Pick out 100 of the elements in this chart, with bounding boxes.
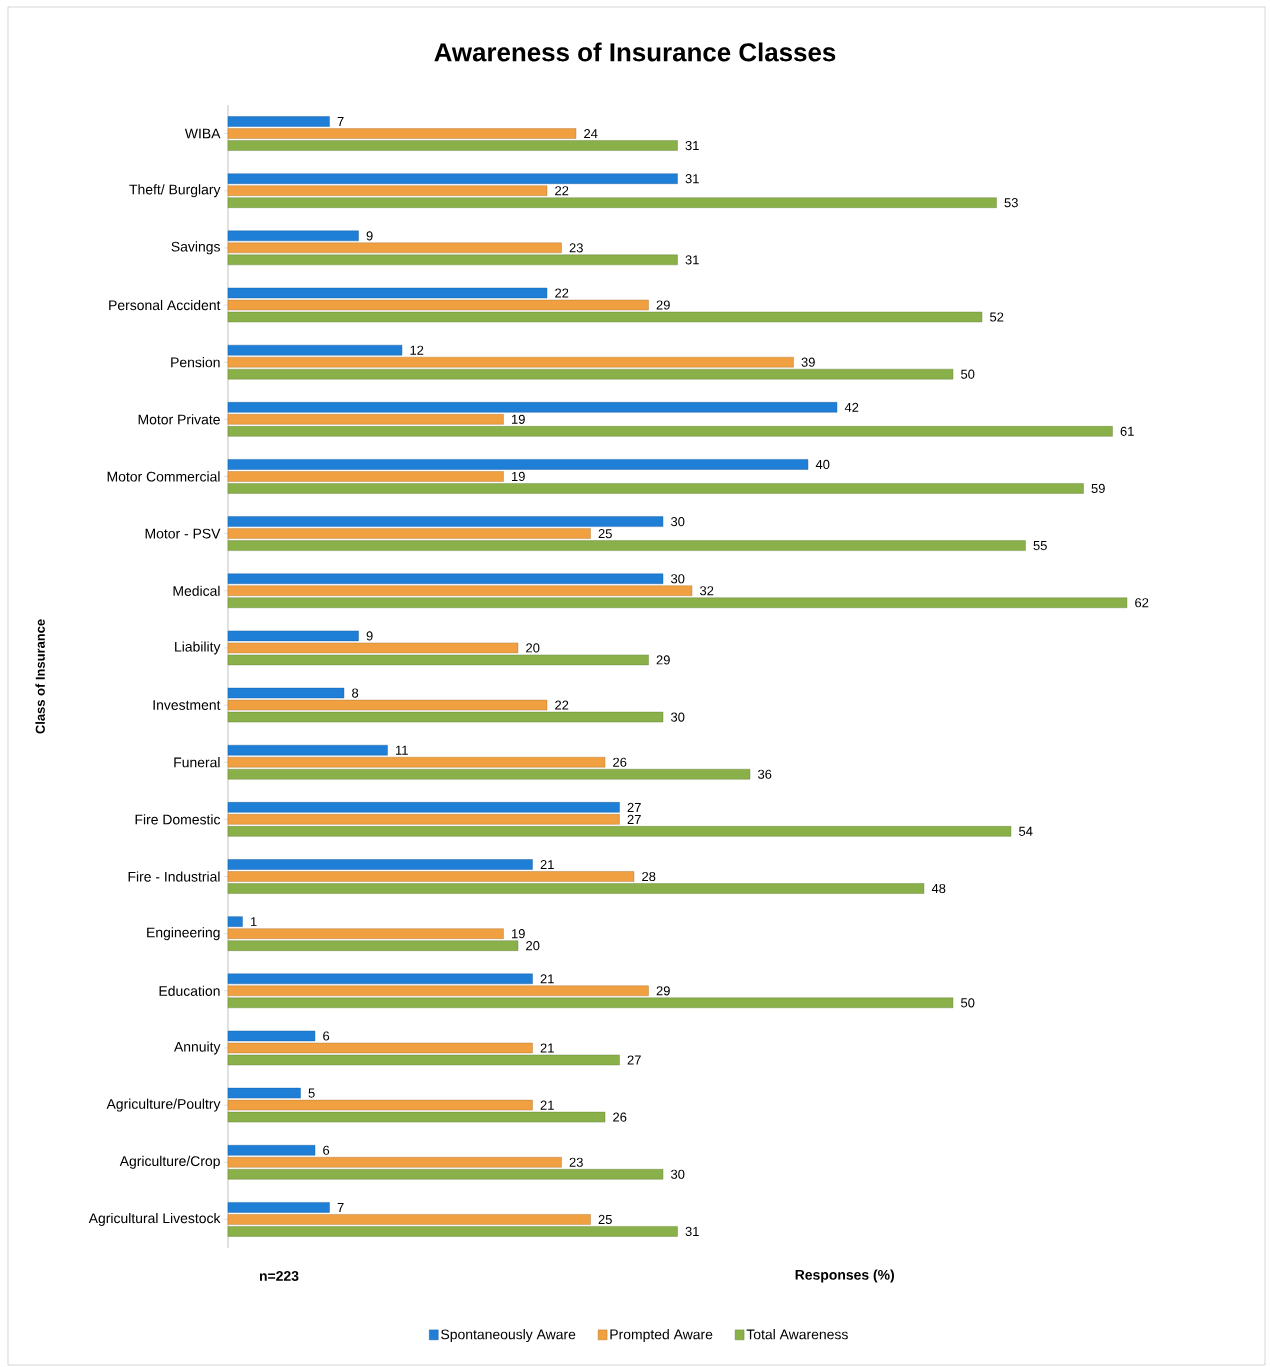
data-label: 28	[642, 871, 656, 882]
bar	[227, 1030, 316, 1042]
bar	[227, 916, 243, 927]
y-tick-label: Pension	[171, 357, 220, 368]
chart-title: Awareness of Insurance Classes	[434, 42, 836, 62]
data-label: 30	[671, 1169, 685, 1179]
bar	[227, 311, 983, 323]
y-tick-label: Personal Accident	[109, 299, 221, 311]
bar	[227, 116, 330, 127]
data-label: 29	[656, 655, 670, 665]
y-tick-label: Annuity	[173, 1041, 221, 1055]
bar	[227, 757, 606, 768]
bar	[227, 483, 1084, 494]
bar	[227, 997, 954, 1009]
y-tick-label: Theft/ Burglary	[129, 184, 221, 198]
data-label: 27	[627, 814, 641, 824]
bar	[227, 356, 794, 368]
y-tick-label: WIBA	[184, 128, 221, 139]
bar	[227, 654, 649, 666]
data-label: 20	[526, 941, 540, 951]
data-label: 27	[627, 802, 641, 812]
data-label: 5	[308, 1088, 315, 1098]
y-tick-label: Education	[159, 985, 220, 996]
bar	[227, 745, 388, 756]
bar	[227, 573, 664, 584]
bar	[227, 826, 1012, 837]
data-label: 20	[526, 643, 540, 653]
data-label: 22	[555, 288, 569, 298]
bar	[227, 1169, 664, 1180]
data-label: 27	[627, 1055, 641, 1065]
bar	[227, 711, 664, 723]
legend-label: Spontaneously Aware	[441, 1329, 576, 1343]
bar	[227, 630, 359, 642]
bar	[227, 516, 664, 527]
bar	[227, 1214, 591, 1225]
data-label: 22	[555, 186, 569, 196]
data-label: 48	[931, 883, 946, 894]
data-label: 21	[540, 859, 554, 870]
bar	[227, 1054, 620, 1066]
bar	[227, 871, 635, 882]
data-label: 7	[337, 117, 344, 127]
data-label: 31	[685, 255, 699, 265]
bar	[227, 1145, 316, 1156]
bar	[227, 940, 519, 951]
data-label: 59	[1091, 483, 1105, 494]
bar	[227, 402, 838, 413]
data-label: 40	[815, 459, 830, 470]
data-label: 31	[685, 1226, 699, 1237]
y-tick-label: Motor Commercial	[107, 471, 220, 482]
bar	[227, 414, 504, 425]
legend-label: Total Awareness	[746, 1329, 848, 1340]
bar	[227, 173, 678, 184]
y-tick-label: Medical	[173, 585, 220, 596]
bar	[227, 299, 649, 311]
data-label: 50	[961, 998, 975, 1008]
y-tick-label: Funeral	[174, 757, 220, 768]
y-tick-label: Agricultural Livestock	[88, 1212, 221, 1226]
data-label: 52	[990, 312, 1004, 322]
y-tick-label: Agriculture/Crop	[119, 1155, 220, 1169]
x-axis-title: Responses (%)	[795, 1269, 894, 1283]
data-label: 6	[323, 1145, 330, 1155]
bar	[227, 687, 345, 699]
data-label: 53	[1004, 198, 1018, 208]
bar	[227, 1099, 533, 1111]
bar	[227, 471, 504, 482]
bar	[227, 597, 1128, 608]
data-label: 31	[685, 174, 699, 184]
bar	[227, 1087, 301, 1099]
bar	[227, 1042, 533, 1054]
y-tick-label: Agriculture/Poultry	[106, 1098, 221, 1112]
bar	[227, 459, 809, 470]
bar	[227, 1226, 678, 1237]
data-label: 31	[685, 140, 699, 151]
bar	[227, 859, 533, 870]
data-label: 26	[613, 757, 627, 767]
data-label: 29	[656, 300, 670, 310]
data-label: 36	[758, 769, 772, 779]
data-label: 55	[1033, 541, 1047, 551]
data-label: 22	[555, 700, 569, 710]
data-label: 23	[569, 1157, 583, 1167]
data-label: 21	[540, 1043, 554, 1053]
bar	[227, 426, 1113, 437]
data-label: 25	[598, 1214, 612, 1225]
bar	[227, 973, 533, 985]
legend-label: Prompted Aware	[610, 1329, 713, 1343]
data-label: 25	[598, 529, 612, 539]
bar	[227, 287, 548, 299]
bar	[227, 128, 577, 139]
data-label: 23	[569, 243, 583, 253]
text: n=223	[259, 1271, 299, 1281]
bar	[227, 883, 925, 894]
data-label: 30	[671, 517, 685, 527]
data-label: 12	[410, 345, 424, 355]
data-label: 61	[1120, 426, 1134, 436]
data-label: 39	[801, 357, 815, 367]
y-tick-label: Investment	[153, 700, 221, 710]
y-tick-label: Motor - PSV	[145, 528, 221, 539]
data-label: 21	[540, 1100, 554, 1110]
bar	[227, 197, 997, 208]
data-label: 9	[366, 631, 373, 641]
